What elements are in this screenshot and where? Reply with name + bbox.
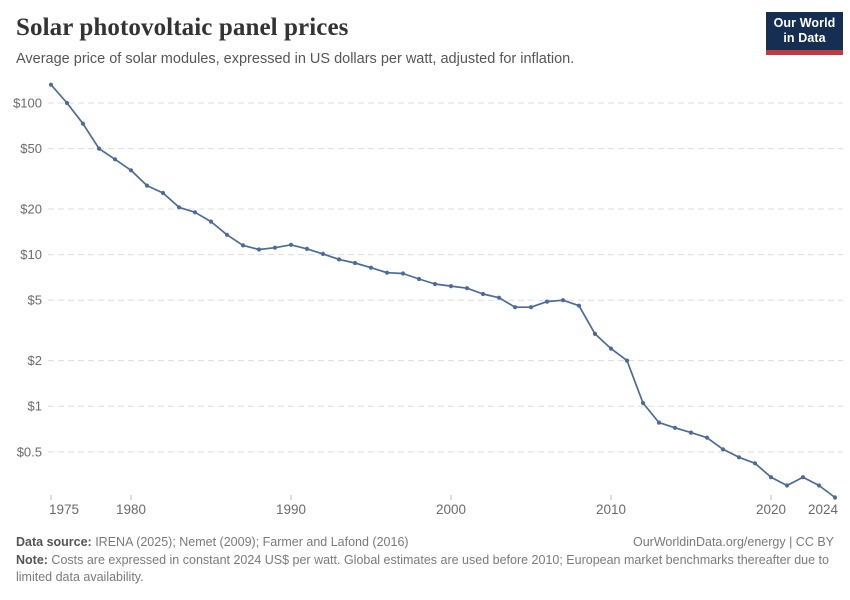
note-text: Note: Costs are expressed in constant 20… — [16, 552, 834, 586]
data-point — [656, 420, 662, 425]
data-point — [816, 483, 822, 488]
data-point — [432, 281, 438, 287]
data-point — [464, 286, 470, 291]
data-point — [448, 284, 454, 289]
data-point — [480, 291, 486, 297]
data-source-value: IRENA (2025); Nemet (2009); Farmer and L… — [91, 535, 409, 549]
y-tick-label: $1 — [28, 399, 42, 414]
y-tick-label: $2 — [28, 353, 42, 368]
data-point — [704, 435, 710, 440]
data-point — [320, 251, 326, 256]
x-tick-label: 2000 — [436, 502, 466, 517]
line-chart: $100 $50 $20 $10 $5 $2 $1 $0.5 1975 1980 1990 2000 2… — [13, 82, 843, 517]
owid-logo-line1: Our World — [773, 16, 836, 30]
x-tick-label: 2020 — [756, 502, 786, 517]
data-point — [112, 157, 118, 162]
y-tick-label: $20 — [20, 201, 42, 216]
x-tick-label: 2010 — [596, 502, 626, 517]
data-point — [592, 331, 598, 336]
data-point — [288, 242, 294, 247]
note-value: Costs are expressed in constant 2024 US$… — [16, 553, 829, 584]
data-point — [640, 400, 646, 406]
data-point — [624, 358, 630, 363]
data-point — [800, 475, 806, 480]
x-tick-label: 1990 — [276, 502, 306, 517]
chart-header: Solar photovoltaic panel prices Average … — [16, 14, 740, 67]
y-tick-label: $0.5 — [17, 444, 42, 459]
data-point — [240, 243, 246, 248]
data-point — [416, 276, 422, 282]
data-point — [272, 245, 278, 250]
data-point — [576, 303, 582, 308]
data-point — [752, 461, 758, 466]
data-point — [256, 247, 262, 252]
data-point — [688, 430, 694, 435]
data-point — [832, 495, 838, 500]
owid-logo-box: Our World in Data — [766, 12, 843, 50]
x-tick-label: 1975 — [49, 502, 79, 517]
y-tick-label: $5 — [28, 293, 42, 308]
data-point — [784, 483, 790, 488]
data-point — [224, 232, 230, 237]
data-point — [96, 146, 102, 151]
data-point — [336, 257, 342, 262]
data-point — [128, 168, 134, 173]
data-point — [720, 447, 726, 452]
owid-url-link[interactable]: OurWorldinData.org/energy | CC BY — [632, 535, 834, 549]
data-point — [672, 425, 678, 430]
owid-logo[interactable]: Our World in Data — [766, 12, 843, 55]
data-point — [304, 246, 310, 251]
data-point — [768, 475, 774, 480]
x-tick-label: 2024 — [808, 502, 839, 517]
chart-footer: Data source: IRENA (2025); Nemet (2009);… — [16, 534, 834, 586]
data-point — [496, 295, 502, 300]
data-point — [544, 299, 550, 304]
page-title: Solar photovoltaic panel prices — [16, 14, 349, 41]
data-point — [736, 455, 742, 460]
y-tick-label: $50 — [20, 141, 42, 156]
data-point — [48, 82, 54, 87]
data-point — [352, 260, 358, 266]
note-label: Note: — [16, 553, 48, 567]
data-point — [176, 205, 182, 210]
data-point — [560, 298, 566, 303]
page-subtitle: Average price of solar modules, expresse… — [16, 51, 575, 67]
y-tick-label: $10 — [20, 247, 42, 262]
data-point — [144, 183, 150, 188]
owid-logo-line2: in Data — [783, 31, 826, 45]
data-point — [384, 270, 390, 275]
data-point — [192, 210, 198, 215]
data-point — [608, 346, 614, 351]
data-point — [528, 305, 534, 310]
y-tick-label: $100 — [13, 96, 42, 111]
owid-logo-accent-strip — [766, 50, 843, 55]
chart-area: $100 $50 $20 $10 $5 $2 $1 $0.5 1975 1980 1990 2000 2… — [0, 75, 850, 525]
data-point — [80, 121, 86, 126]
data-source-label: Data source: — [16, 535, 92, 549]
data-point — [160, 190, 166, 196]
data-point — [368, 265, 374, 270]
data-source-text: Data source: IRENA (2025); Nemet (2009);… — [16, 534, 409, 551]
x-tick-label: 1980 — [116, 502, 146, 517]
price-series-line — [50, 83, 836, 499]
data-point — [400, 271, 406, 276]
data-point — [64, 100, 70, 106]
data-point — [512, 305, 518, 310]
data-point — [208, 219, 214, 224]
